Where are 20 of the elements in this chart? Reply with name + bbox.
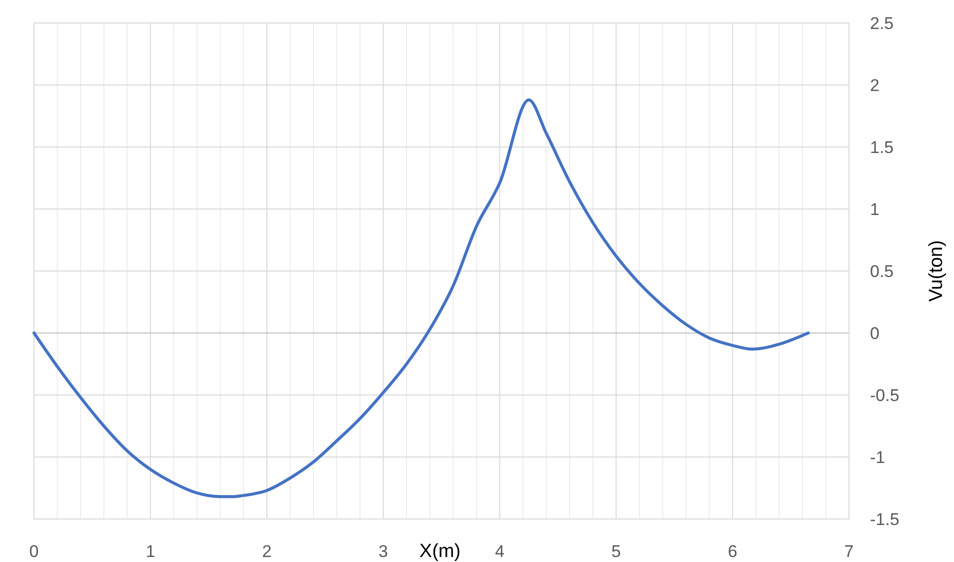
x-tick-label: 5 (611, 542, 621, 561)
y-tick-label: -1.5 (870, 510, 900, 529)
y-axis-title: Vu(ton) (926, 240, 947, 302)
x-axis-title: X(m) (419, 541, 461, 562)
y-tick-label: 1 (870, 200, 880, 219)
y-tick-label: 2.5 (870, 14, 894, 33)
x-tick-label: 2 (262, 542, 272, 561)
y-tick-label: 0.5 (870, 262, 894, 281)
x-tick-label: 4 (494, 542, 504, 561)
x-tick-label: 1 (146, 542, 156, 561)
y-tick-label: 2 (870, 76, 880, 95)
line-series (32, 98, 810, 498)
x-tick-label: 6 (728, 542, 738, 561)
y-tick-label: -1 (870, 448, 886, 467)
y-tick-label: -0.5 (870, 386, 900, 405)
x-tick-label: 7 (844, 542, 854, 561)
y-tick-label: 0 (870, 324, 880, 343)
y-tick-label: 1.5 (870, 138, 894, 157)
x-tick-label: 3 (378, 542, 388, 561)
x-tick-label: 0 (29, 542, 39, 561)
